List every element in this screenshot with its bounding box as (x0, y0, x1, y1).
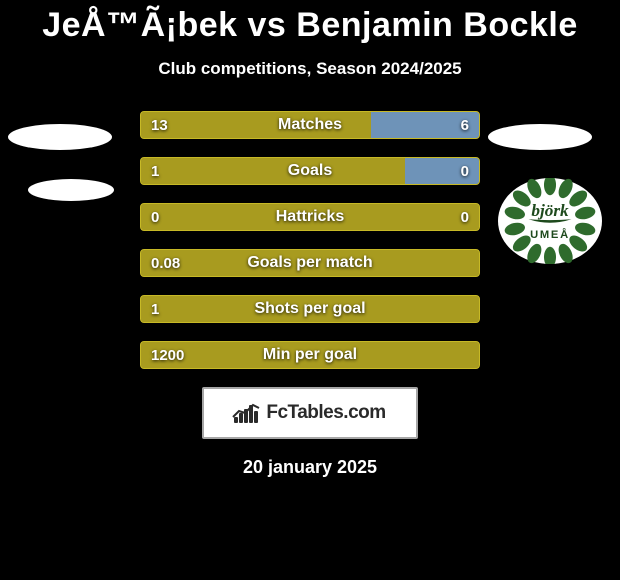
stat-row: 0.08Goals per match (140, 249, 480, 277)
stat-bar-left (141, 204, 479, 230)
crest-text-bottom: UMEÅ (530, 228, 570, 241)
crest-icon: björk UMEÅ (498, 178, 602, 264)
comparison-bars: 136Matches 10Goals 00Hattricks 0.08Goals pe… (140, 111, 480, 369)
generation-date: 20 january 2025 (0, 457, 620, 478)
team-left-badge-1 (8, 124, 112, 150)
stat-row: 00Hattricks (140, 203, 480, 231)
stat-row: 136Matches (140, 111, 480, 139)
fctables-logo-text: FcTables.com (266, 402, 385, 424)
fctables-bars-icon (234, 403, 260, 423)
stat-row: 10Goals (140, 157, 480, 185)
stat-row: 1200Min per goal (140, 341, 480, 369)
page-subtitle: Club competitions, Season 2024/2025 (0, 59, 620, 79)
stat-bar-left (141, 342, 479, 368)
stat-bar-left (141, 112, 371, 138)
stat-bar-left (141, 158, 405, 184)
stats-area: björk UMEÅ 136Matches 10Goals 00Hattricks 0… (0, 111, 620, 369)
crest-text-top: björk (531, 201, 569, 220)
stat-bar-right (371, 112, 479, 138)
stat-bar-left (141, 250, 479, 276)
stat-bar-right (405, 158, 479, 184)
stat-row: 1Shots per goal (140, 295, 480, 323)
team-right-badge-1 (488, 124, 592, 150)
fctables-logo-box: FcTables.com (202, 387, 418, 439)
team-right-badge-2: björk UMEÅ (498, 178, 602, 264)
page-title: JeÅ™Ã¡bek vs Benjamin Bockle (0, 0, 620, 45)
stat-bar-left (141, 296, 479, 322)
team-left-badge-2 (28, 179, 114, 201)
